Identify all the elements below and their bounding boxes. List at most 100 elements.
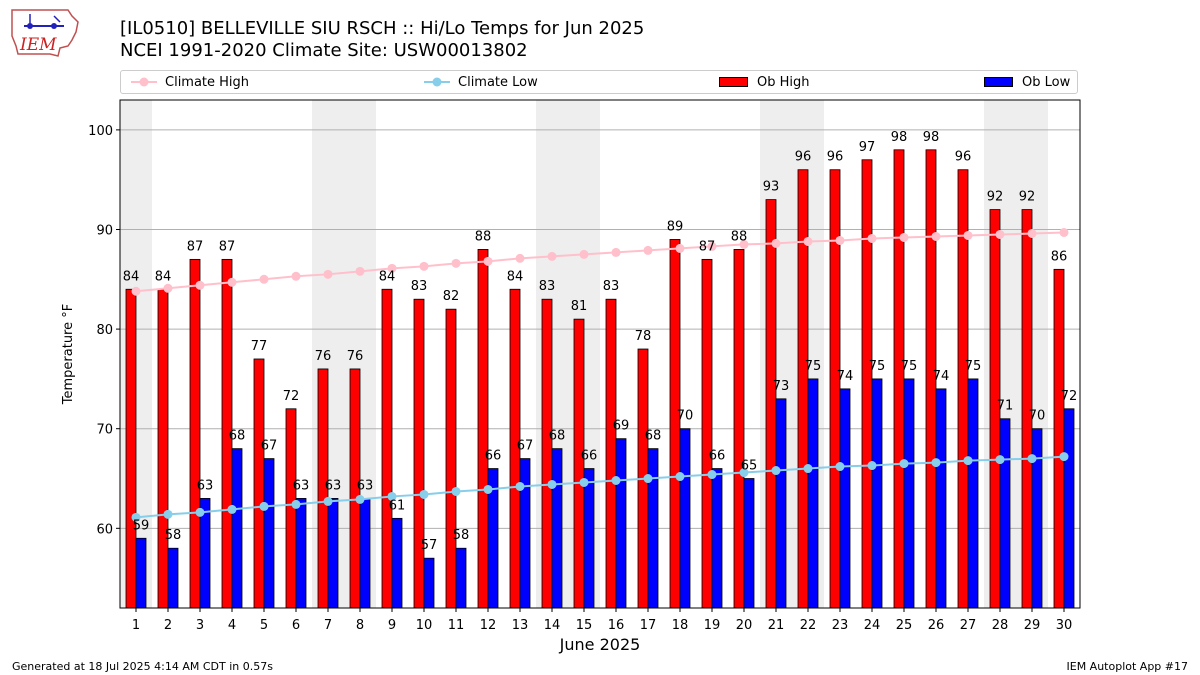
ob-high-bar bbox=[669, 239, 681, 609]
climate-high-point bbox=[515, 253, 525, 263]
climate-low-point bbox=[259, 501, 269, 511]
y-tick-label: 70 bbox=[96, 423, 113, 438]
climate-high-point bbox=[451, 258, 461, 268]
ob-high-swatch-icon bbox=[719, 77, 748, 87]
legend-label-ob-high: Ob High bbox=[757, 74, 810, 90]
x-tick-label: 22 bbox=[800, 618, 817, 633]
climate-low-point bbox=[611, 476, 621, 486]
climate-low-point bbox=[323, 496, 333, 506]
ob-high-label: 92 bbox=[1019, 190, 1036, 205]
ob-high-bar bbox=[573, 318, 585, 609]
ob-high-label: 92 bbox=[987, 190, 1004, 205]
climate-low-point bbox=[867, 461, 877, 471]
ob-low-swatch-icon bbox=[984, 77, 1013, 87]
ob-low-label: 58 bbox=[453, 528, 470, 543]
ob-high-label: 88 bbox=[475, 229, 492, 244]
ob-low-label: 75 bbox=[805, 359, 822, 374]
footer-generated: Generated at 18 Jul 2025 4:14 AM CDT in … bbox=[12, 660, 273, 673]
climate-high-point bbox=[739, 239, 749, 249]
ob-high-label: 83 bbox=[411, 279, 428, 294]
x-tick-label: 7 bbox=[324, 618, 332, 633]
climate-low-point bbox=[931, 458, 941, 468]
ob-low-bar bbox=[807, 378, 819, 609]
ob-low-label: 63 bbox=[325, 478, 342, 493]
ob-low-label: 63 bbox=[293, 478, 310, 493]
ob-low-bar bbox=[743, 478, 755, 609]
ob-low-label: 67 bbox=[261, 439, 278, 454]
climate-high-point bbox=[291, 271, 301, 281]
climate-high-point bbox=[323, 269, 333, 279]
ob-low-bar bbox=[839, 388, 851, 609]
ob-low-label: 72 bbox=[1061, 389, 1078, 404]
y-axis-label: Temperature °F bbox=[61, 304, 76, 405]
ob-low-label: 75 bbox=[965, 359, 982, 374]
climate-high-point bbox=[483, 256, 493, 266]
climate-high-point bbox=[675, 243, 685, 253]
climate-low-point bbox=[451, 486, 461, 496]
legend-item-climate-high: Climate High bbox=[131, 71, 249, 93]
climate-low-point bbox=[355, 494, 365, 504]
x-tick-label: 25 bbox=[896, 618, 913, 633]
climate-high-point bbox=[419, 261, 429, 271]
ob-high-bar bbox=[541, 298, 553, 609]
climate-low-point bbox=[387, 491, 397, 501]
y-tick-label: 90 bbox=[96, 223, 113, 238]
ob-low-label: 65 bbox=[741, 459, 758, 474]
ob-high-label: 87 bbox=[187, 239, 204, 254]
ob-low-bar bbox=[615, 438, 627, 609]
y-tick-label: 100 bbox=[88, 124, 113, 139]
ob-high-bar bbox=[733, 249, 745, 609]
ob-low-label: 71 bbox=[997, 399, 1014, 414]
x-tick-label: 18 bbox=[672, 618, 689, 633]
x-tick-label: 15 bbox=[576, 618, 593, 633]
y-tick-label: 60 bbox=[96, 522, 113, 537]
ob-low-bar bbox=[967, 378, 979, 609]
climate-low-point bbox=[483, 484, 493, 494]
ob-high-label: 84 bbox=[123, 269, 140, 284]
ob-low-label: 57 bbox=[421, 538, 438, 553]
ob-low-bar bbox=[455, 547, 467, 609]
ob-high-bar bbox=[797, 169, 809, 609]
ob-high-bar bbox=[605, 298, 617, 609]
ob-high-bar bbox=[477, 249, 489, 609]
ob-low-label: 66 bbox=[581, 449, 598, 464]
ob-high-label: 83 bbox=[603, 279, 620, 294]
x-tick-label: 10 bbox=[416, 618, 433, 633]
ob-low-label: 59 bbox=[133, 518, 150, 533]
climate-low-point bbox=[707, 470, 717, 480]
x-tick-label: 21 bbox=[768, 618, 785, 633]
ob-high-bar bbox=[157, 288, 169, 609]
ob-low-label: 67 bbox=[517, 439, 534, 454]
x-tick-label: 9 bbox=[388, 618, 396, 633]
climate-low-point bbox=[643, 474, 653, 484]
ob-low-bar bbox=[423, 557, 435, 609]
ob-high-bar bbox=[445, 308, 457, 609]
x-tick-label: 6 bbox=[292, 618, 300, 633]
climate-low-point bbox=[291, 499, 301, 509]
x-tick-label: 26 bbox=[928, 618, 945, 633]
x-tick-label: 27 bbox=[960, 618, 977, 633]
x-tick-label: 13 bbox=[512, 618, 529, 633]
ob-high-label: 89 bbox=[667, 219, 684, 234]
ob-low-label: 63 bbox=[357, 478, 374, 493]
chart-subtitle: NCEI 1991-2020 Climate Site: USW00013802 bbox=[120, 40, 528, 61]
ob-high-label: 82 bbox=[443, 289, 460, 304]
x-tick-label: 5 bbox=[260, 618, 268, 633]
x-tick-label: 14 bbox=[544, 618, 561, 633]
climate-high-line bbox=[135, 231, 1065, 293]
ob-high-bar bbox=[125, 288, 137, 609]
climate-low-point bbox=[163, 509, 173, 519]
ob-high-bar bbox=[861, 159, 873, 609]
ob-low-bar bbox=[871, 378, 883, 609]
ob-low-bar bbox=[935, 388, 947, 609]
logo-text: IEM bbox=[19, 35, 57, 55]
ob-high-label: 96 bbox=[795, 150, 812, 165]
climate-low-point bbox=[579, 477, 589, 487]
ob-low-bar bbox=[647, 448, 659, 609]
climate-high-point bbox=[227, 277, 237, 287]
climate-high-point bbox=[771, 238, 781, 248]
legend-item-ob-high: Ob High bbox=[719, 71, 810, 93]
climate-high-point bbox=[387, 263, 397, 273]
ob-low-label: 68 bbox=[229, 429, 246, 444]
